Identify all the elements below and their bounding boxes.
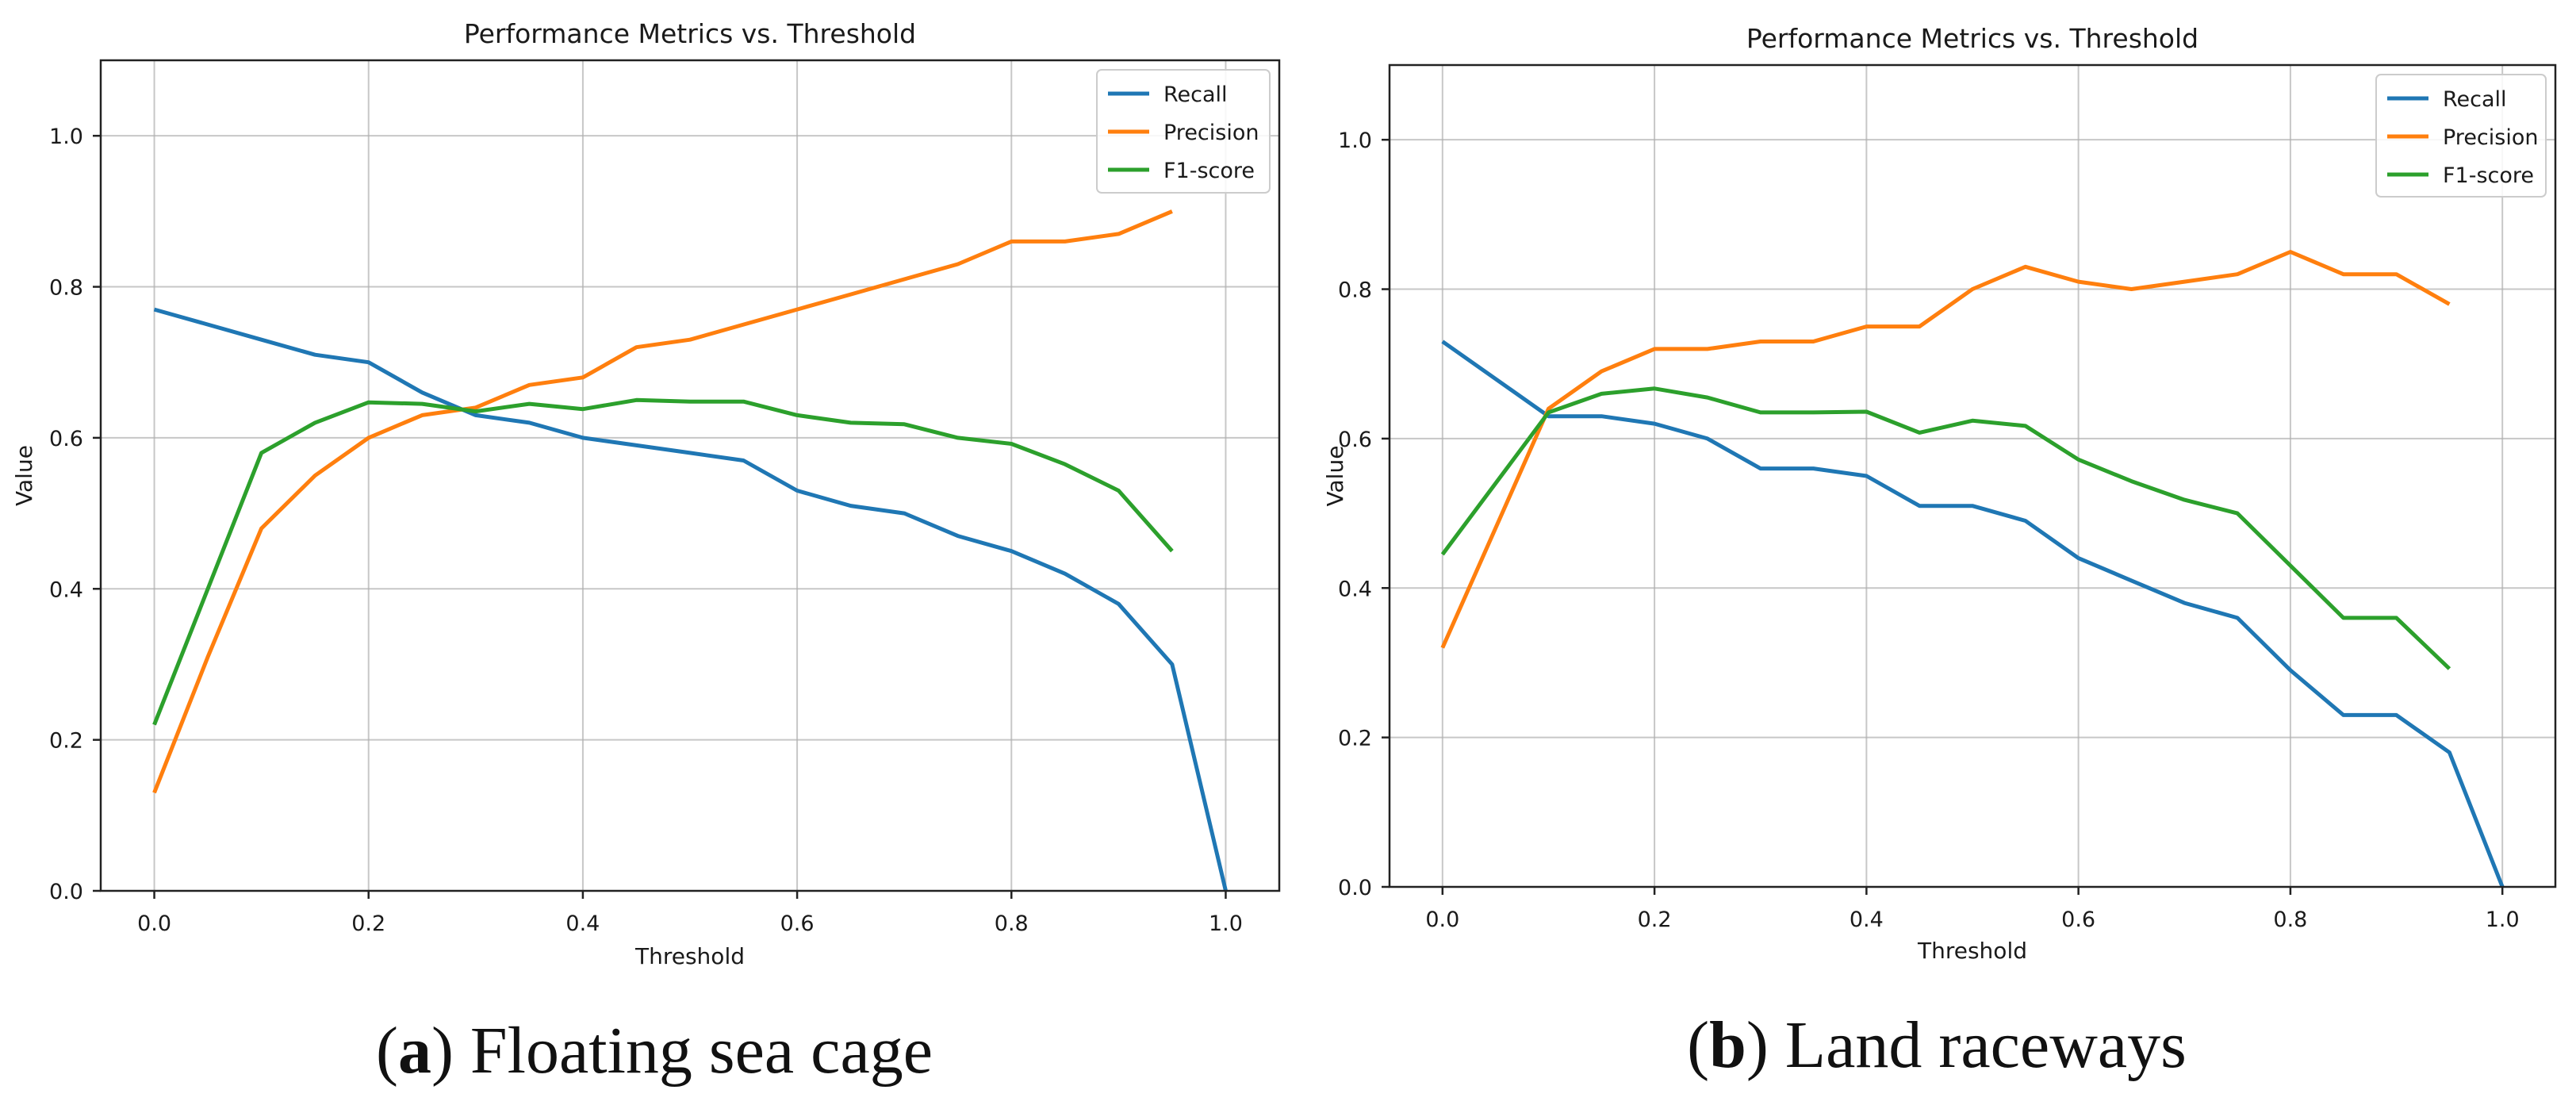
y-tick-label: 0.8 [49,276,83,301]
x-tick-label: 1.0 [1209,911,1243,936]
series-line-f1-score [1440,386,2451,670]
x-tick-label: 0.4 [565,911,600,936]
legend-label-f1-score: F1-score [2443,163,2534,188]
legend-box [1096,69,1271,194]
y-tick-label: 0.4 [1338,577,1372,601]
legend-label-recall: Recall [1163,83,1228,107]
chart-land-raceways: 0.0 0.2 0.4 0.6 0.8 1.0 0.0 0.2 0.4 0.6 0.8 1.0 Perf… [1322,23,2557,964]
series-line-precision [1440,250,2451,649]
chart-floating-sea-cage: 0.0 0.2 0.4 0.6 0.8 1.0 0.0 0.2 0.4 0.6 0.8 1.0 Perf… [11,18,1281,969]
legend-box [2375,74,2547,198]
series-line-precision [152,209,1173,794]
x-tick-label: 0.0 [137,911,171,936]
legend-label-precision: Precision [1163,121,1259,145]
y-tick-label: 0.0 [1338,876,1372,900]
plot-frame [99,59,1281,892]
y-tick-label: 0.6 [49,427,83,451]
y-axis-label: Value [11,445,37,506]
x-tick-label: 0.2 [351,911,385,936]
x-axis-label: Threshold [1917,938,2027,964]
caption-b: (b) Land raceways [1687,1008,2187,1082]
x-axis-label: Threshold [634,943,745,969]
y-tick-label: 0.2 [49,729,83,754]
y-tick-label: 0.6 [1338,428,1372,452]
x-tick-label: 0.4 [1850,908,1884,932]
x-tick-label: 0.6 [780,911,815,936]
legend-label-precision: Precision [2443,125,2538,150]
caption-a-label: a [398,1014,431,1088]
legend: Recall Precision F1-score [1096,69,1271,194]
x-tick-label: 0.8 [2273,908,2307,932]
x-tick-label: 0.8 [995,911,1029,936]
legend-label-recall: Recall [2443,87,2507,112]
y-tick-label: 1.0 [49,125,83,149]
caption-a: (a) Floating sea cage [376,1014,933,1088]
x-tick-label: 0.6 [2061,908,2095,932]
y-tick-label: 1.0 [1338,129,1372,153]
chart-title: Performance Metrics vs. Threshold [464,18,916,49]
y-tick-label: 0.2 [1338,727,1372,751]
plot-frame [1388,63,2557,888]
y-tick-label: 0.8 [1338,278,1372,303]
caption-b-text: ) Land raceways [1746,1008,2187,1082]
series-line-recall [153,307,1228,892]
series-line-f1-score [152,397,1174,726]
y-tick-label: 0.0 [49,880,83,904]
series-line-recall [1441,340,2505,888]
x-tick-label: 1.0 [2486,908,2520,932]
y-axis-label: Value [1322,446,1348,507]
caption-a-text: ) Floating sea cage [431,1014,933,1088]
x-tick-label: 0.2 [1638,908,1672,932]
y-tick-label: 0.4 [49,578,83,602]
legend: Recall Precision F1-score [2375,74,2547,198]
legend-label-f1-score: F1-score [1163,159,1255,183]
caption-b-label: b [1709,1008,1746,1082]
chart-title: Performance Metrics vs. Threshold [1746,23,2198,54]
x-tick-label: 0.0 [1425,908,1459,932]
